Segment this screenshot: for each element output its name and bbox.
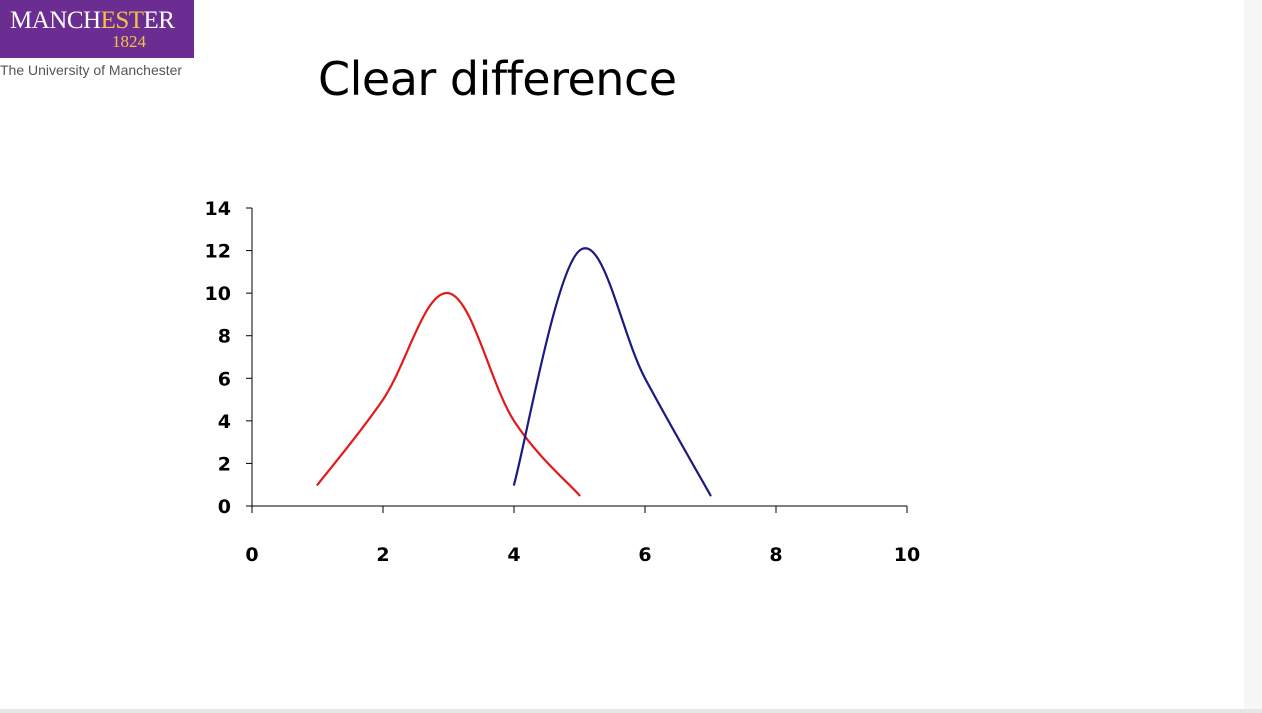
chart-series — [316, 247, 712, 497]
x-tick-label: 2 — [376, 544, 389, 566]
x-tick-label: 10 — [894, 544, 920, 566]
logo-year: 1824 — [112, 32, 146, 51]
x-tick-label: 8 — [769, 544, 782, 566]
slide-edge — [1244, 0, 1262, 709]
chart-axes — [251, 208, 907, 507]
chart-ticks: 0 2 4 6 8 10 12 14 0 2 4 6 8 10 — [205, 198, 921, 566]
y-tick-label: 2 — [218, 453, 231, 475]
y-tick-label: 0 — [218, 496, 231, 518]
y-tick-label: 10 — [205, 283, 231, 305]
slide-bottom-border — [0, 709, 1262, 713]
logo-wordmark: MANCHESTER — [10, 7, 175, 34]
y-tick-label: 14 — [205, 198, 231, 220]
university-logo: MANCHESTER 1824 — [0, 0, 194, 58]
y-tick-label: 6 — [218, 368, 231, 390]
page-title: Clear difference — [318, 52, 677, 106]
x-tick-label: 6 — [638, 544, 651, 566]
y-tick-label: 12 — [205, 241, 231, 263]
x-tick-label: 0 — [245, 544, 258, 566]
logo-subtitle: The University of Manchester — [0, 62, 183, 78]
x-tick-label: 4 — [507, 544, 520, 566]
series-line-1 — [316, 292, 581, 497]
y-tick-label: 8 — [218, 326, 231, 348]
series-line-2 — [512, 247, 712, 497]
y-tick-label: 4 — [218, 411, 231, 433]
